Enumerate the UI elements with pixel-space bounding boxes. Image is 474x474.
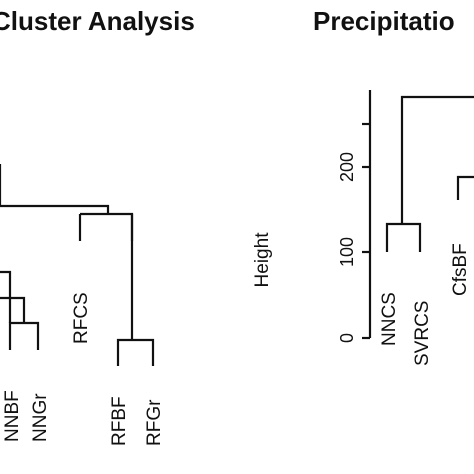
- right-branch-root: [400, 95, 474, 224]
- leaf-label-nnbf: NNBF: [2, 390, 23, 442]
- y-tick-label-200: 200: [337, 152, 357, 182]
- left-dendrogram-panel: Cluster Analysis NNBF NNGr RFCS RFBF RFG…: [0, 6, 195, 446]
- leaf-label-svrcs: SVRCS: [412, 301, 433, 366]
- right-chart-title: Precipitatio: [313, 6, 455, 36]
- leaf-label-rfgr: RFGr: [144, 399, 165, 446]
- left-branch-rf-merge: [80, 212, 134, 241]
- left-branch-rf-pair: [116, 338, 155, 366]
- y-tick-label-100: 100: [337, 237, 357, 267]
- left-branch-nn-pair: [8, 321, 40, 350]
- right-dendrogram-panel: Precipitatio 0 100 200 Height NNCS SVRCS…: [252, 6, 474, 366]
- right-branch-cfsbf: [456, 175, 474, 200]
- y-axis-label: Height: [252, 232, 273, 288]
- leaf-label-nncs: NNCS: [379, 292, 400, 346]
- leaf-label-rfcs: RFCS: [71, 292, 92, 344]
- right-branch-nncs-svrcs: [385, 222, 422, 252]
- leaf-label-rfbf: RFBF: [109, 396, 130, 446]
- left-branch-nn-stub: [0, 296, 26, 323]
- left-branch-root-cross: [0, 204, 110, 214]
- left-branch-nn-cross: [0, 270, 12, 323]
- y-tick-label-0: 0: [337, 333, 357, 343]
- left-chart-title: Cluster Analysis: [0, 6, 195, 36]
- leaf-label-nngr: NNGr: [30, 393, 51, 442]
- leaf-label-cfsbf: CfsBF: [450, 243, 471, 296]
